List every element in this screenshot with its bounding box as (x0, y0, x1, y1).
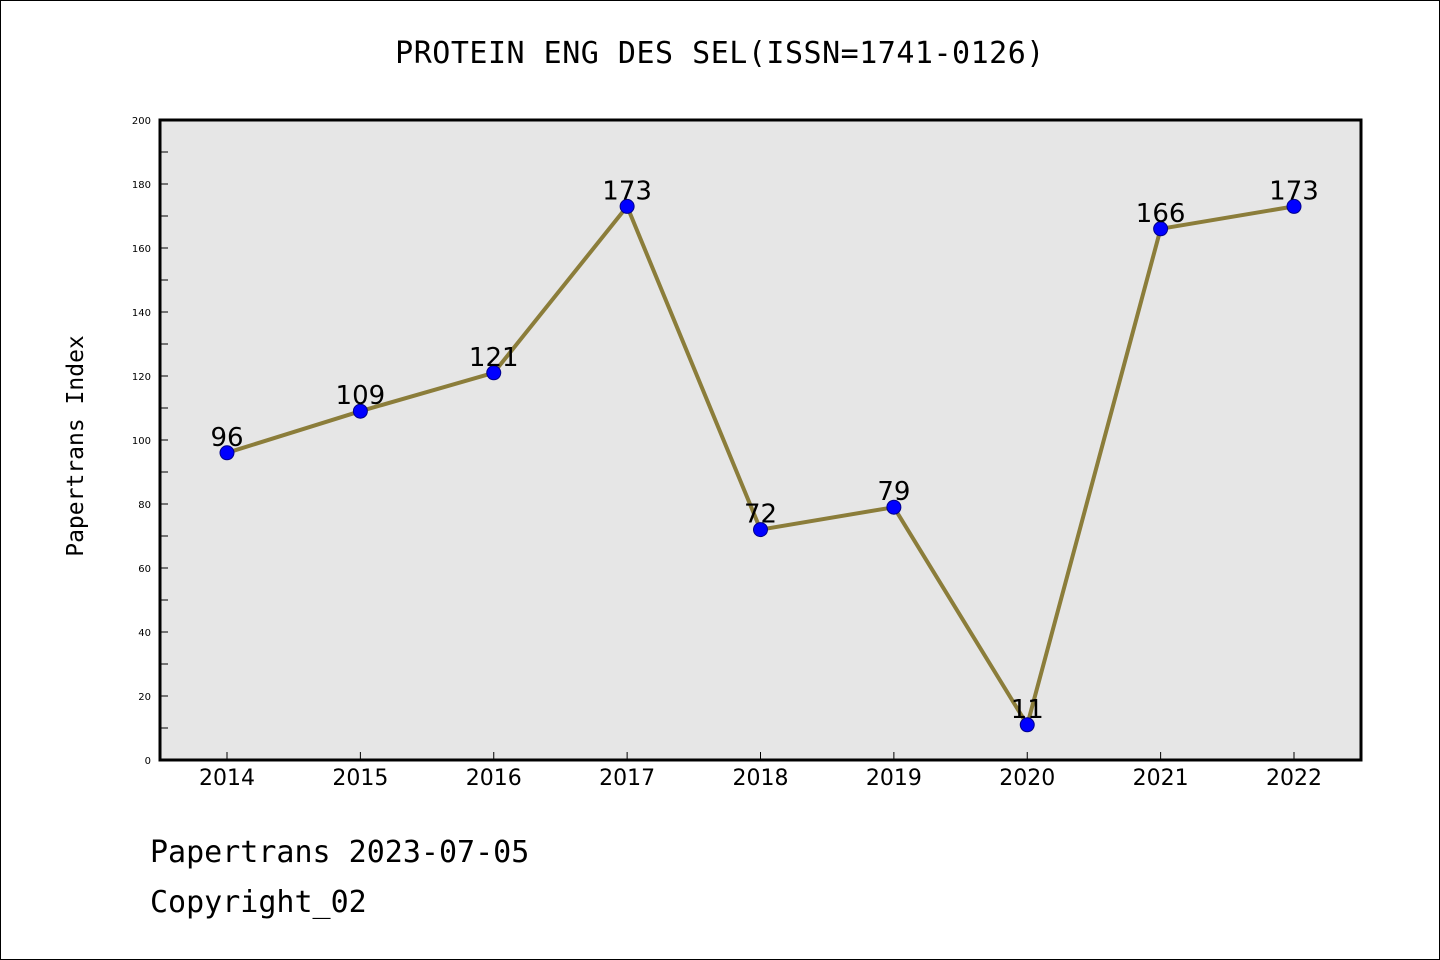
data-point-marker (486, 365, 502, 381)
y-tick-label: 60 (138, 564, 151, 575)
data-label: 96 (210, 423, 243, 453)
x-tick-label: 2019 (866, 766, 922, 791)
y-tick-label: 200 (132, 116, 151, 127)
x-tick-label: 2015 (332, 766, 388, 791)
data-point-marker (1019, 717, 1035, 733)
data-point-marker (1153, 221, 1169, 237)
y-tick-label: 140 (132, 308, 151, 319)
data-label: 79 (877, 477, 910, 507)
y-tick-label: 100 (132, 436, 151, 447)
data-point-marker (619, 198, 635, 214)
y-tick-label: 180 (132, 180, 151, 191)
data-point-marker (352, 403, 368, 419)
data-point-marker (886, 499, 902, 515)
y-tick-label: 40 (138, 628, 151, 639)
data-label: 121 (469, 343, 519, 373)
data-label: 173 (1269, 176, 1319, 206)
x-tick-label: 2017 (599, 766, 655, 791)
x-tick-label: 2016 (466, 766, 522, 791)
x-tick-label: 2020 (999, 766, 1055, 791)
footer-copyright-line: Copyright_02 (150, 885, 367, 920)
x-tick-label: 2014 (199, 766, 255, 791)
data-label: 173 (602, 176, 652, 206)
data-label: 166 (1136, 199, 1186, 229)
x-tick-label: 2021 (1133, 766, 1189, 791)
chart-title: PROTEIN ENG DES SEL(ISSN=1741-0126) (395, 36, 1045, 71)
data-point-marker (753, 522, 768, 538)
y-tick-label: 20 (138, 692, 151, 703)
data-point-marker (1286, 198, 1302, 214)
y-tick-label: 120 (132, 372, 151, 383)
x-tick-label: 2018 (733, 766, 789, 791)
footer-date-line: Papertrans 2023-07-05 (150, 835, 530, 870)
data-label: 109 (336, 381, 386, 411)
data-label: 72 (744, 500, 777, 530)
y-tick-label: 80 (138, 500, 151, 511)
x-tick-label: 2022 (1266, 766, 1322, 791)
data-point-marker (219, 445, 235, 461)
y-tick-label: 0 (145, 756, 151, 767)
y-tick-label: 160 (132, 244, 151, 255)
data-label: 11 (1011, 695, 1044, 725)
plot-border (158, 118, 1363, 762)
